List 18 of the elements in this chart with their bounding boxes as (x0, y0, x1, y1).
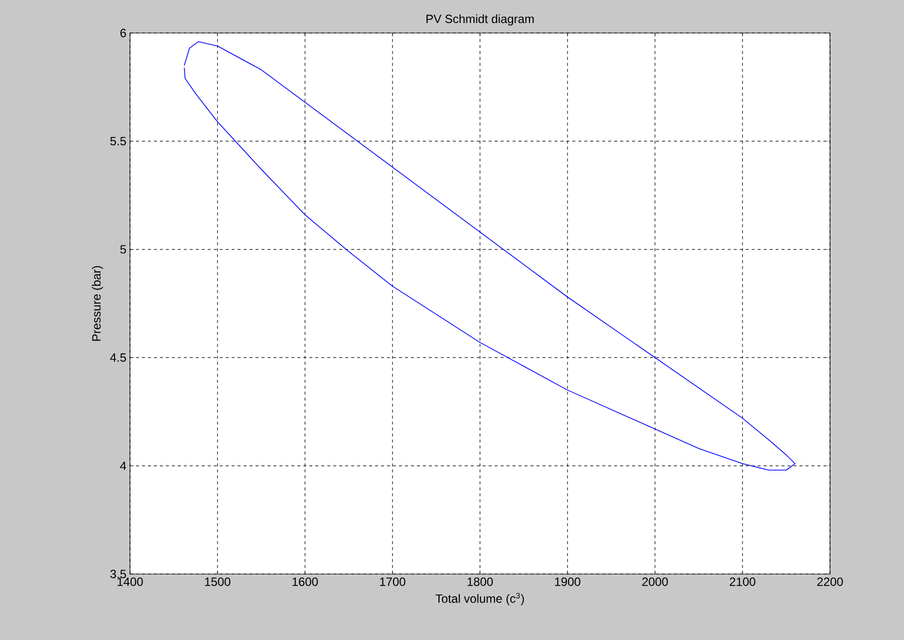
y-tick-label: 3.5 (110, 570, 126, 578)
y-tick-label: 5.5 (110, 137, 126, 146)
x-tick-label: 1600 (292, 578, 318, 586)
y-tick-label: 6 (120, 28, 126, 38)
chart-title: PV Schmidt diagram (426, 14, 534, 26)
x-tick-label: 1800 (468, 578, 493, 586)
y-tick-label: 4.5 (110, 353, 126, 362)
x-tick-label: 1500 (205, 578, 230, 586)
x-tick-label: 1400 (118, 578, 143, 586)
x-axis-title: Total volume (c$^{3}$) (436, 592, 524, 606)
y-tick-label: 4 (120, 462, 126, 470)
x-tick-label: 1900 (555, 578, 580, 586)
x-tick-label: 1700 (380, 578, 406, 586)
x-tick-label: 2200 (817, 578, 843, 586)
x-tick-label: 2000 (642, 578, 668, 586)
x-tick-label: 2100 (730, 578, 756, 586)
y-tick-label: 5 (120, 245, 126, 254)
y-axis-title: Pressure (bar) (92, 266, 104, 341)
